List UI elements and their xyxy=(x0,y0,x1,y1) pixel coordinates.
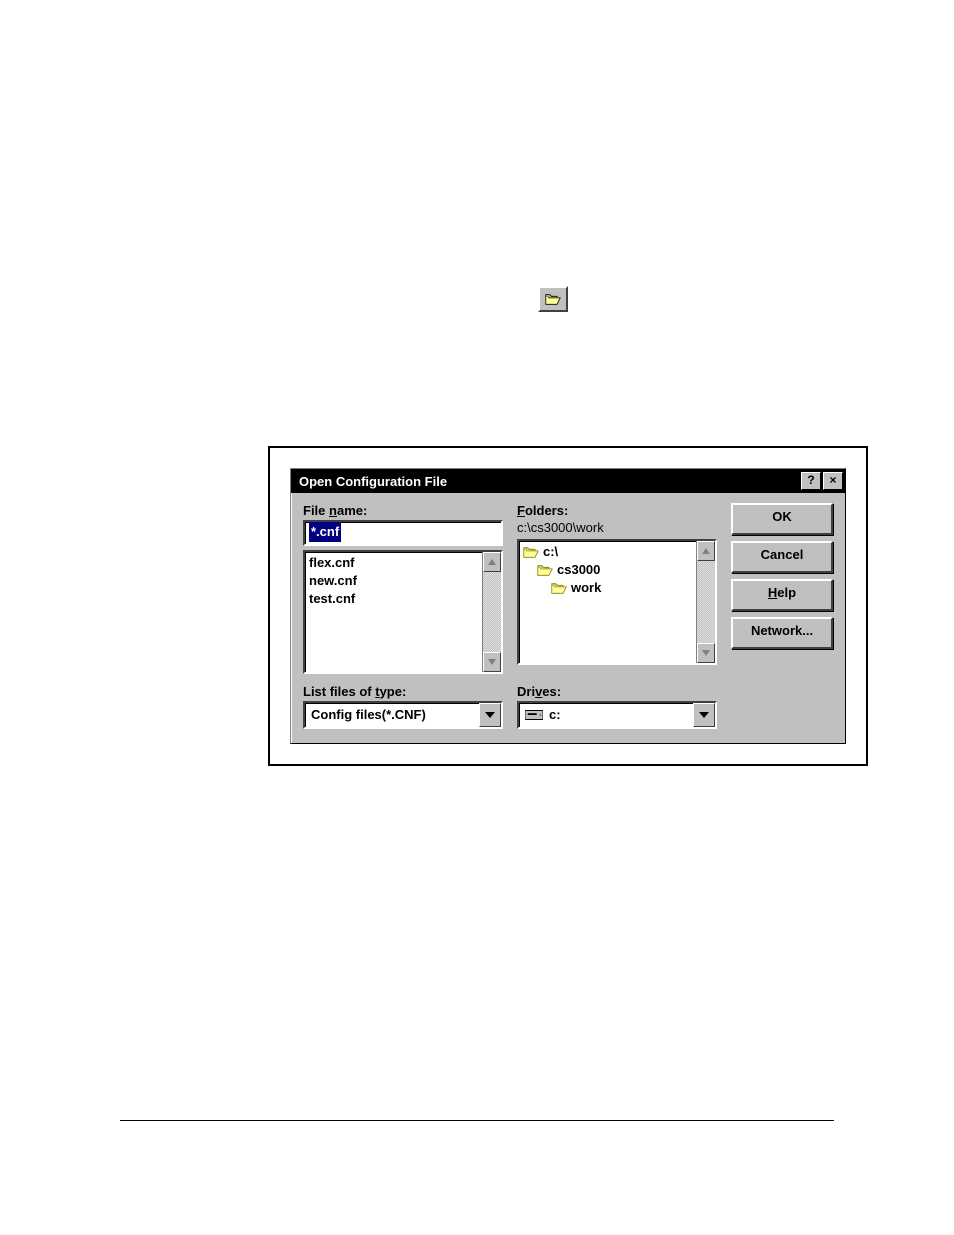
help-button[interactable]: Help xyxy=(731,579,833,611)
list-item[interactable]: cs3000 xyxy=(523,561,692,579)
filename-label: File name: xyxy=(303,503,503,518)
scroll-up-button[interactable] xyxy=(697,541,715,561)
chevron-up-icon xyxy=(488,559,496,565)
current-path: c:\cs3000\work xyxy=(517,520,717,535)
file-list: flex.cnf new.cnf test.cnf xyxy=(305,552,482,672)
filetype-label: List files of type: xyxy=(303,684,503,699)
scroll-track[interactable] xyxy=(697,561,715,643)
drives-dropdown[interactable]: c: xyxy=(517,701,717,729)
chevron-down-icon xyxy=(699,712,709,718)
scroll-down-button[interactable] xyxy=(697,643,715,663)
open-config-dialog: Open Configuration File ? × File name: *… xyxy=(290,468,846,744)
folder-open-icon xyxy=(523,546,539,559)
folder-open-icon xyxy=(551,582,567,595)
filename-input[interactable]: *.cnf xyxy=(303,520,503,546)
filename-value: *.cnf xyxy=(309,522,341,542)
scroll-track[interactable] xyxy=(483,572,501,652)
list-item[interactable]: c:\ xyxy=(523,543,692,561)
folder-listbox[interactable]: c:\ cs3000 work xyxy=(517,539,717,665)
folders-label: Folders: xyxy=(517,503,717,518)
list-item[interactable]: flex.cnf xyxy=(309,554,478,572)
ok-button[interactable]: OK xyxy=(731,503,833,535)
help-titlebar-button[interactable]: ? xyxy=(801,472,821,490)
dropdown-button[interactable] xyxy=(479,703,501,727)
folder-list-scrollbar[interactable] xyxy=(696,541,715,663)
dialog-outer-frame: Open Configuration File ? × File name: *… xyxy=(268,446,868,766)
drive-icon xyxy=(525,710,543,720)
scroll-down-button[interactable] xyxy=(483,652,501,672)
page-footer-rule xyxy=(120,1120,834,1121)
dialog-title: Open Configuration File xyxy=(299,474,799,489)
folder-list: c:\ cs3000 work xyxy=(519,541,696,663)
list-item[interactable]: test.cnf xyxy=(309,590,478,608)
file-list-scrollbar[interactable] xyxy=(482,552,501,672)
folder-open-icon xyxy=(545,293,561,306)
list-item[interactable]: work xyxy=(523,579,692,597)
drives-label: Drives: xyxy=(517,684,717,699)
chevron-down-icon xyxy=(702,650,710,656)
chevron-up-icon xyxy=(702,548,710,554)
folder-open-icon xyxy=(537,564,553,577)
drives-value: c: xyxy=(519,703,693,727)
filetype-value: Config files(*.CNF) xyxy=(305,703,479,727)
scroll-up-button[interactable] xyxy=(483,552,501,572)
dropdown-button[interactable] xyxy=(693,703,715,727)
chevron-down-icon xyxy=(485,712,495,718)
file-listbox[interactable]: flex.cnf new.cnf test.cnf xyxy=(303,550,503,674)
filetype-dropdown[interactable]: Config files(*.CNF) xyxy=(303,701,503,729)
list-item[interactable]: new.cnf xyxy=(309,572,478,590)
close-titlebar-button[interactable]: × xyxy=(823,472,843,490)
cancel-button[interactable]: Cancel xyxy=(731,541,833,573)
network-button[interactable]: Network... xyxy=(731,617,833,649)
open-file-toolbar-icon[interactable] xyxy=(538,286,568,312)
chevron-down-icon xyxy=(488,659,496,665)
titlebar[interactable]: Open Configuration File ? × xyxy=(291,469,845,493)
